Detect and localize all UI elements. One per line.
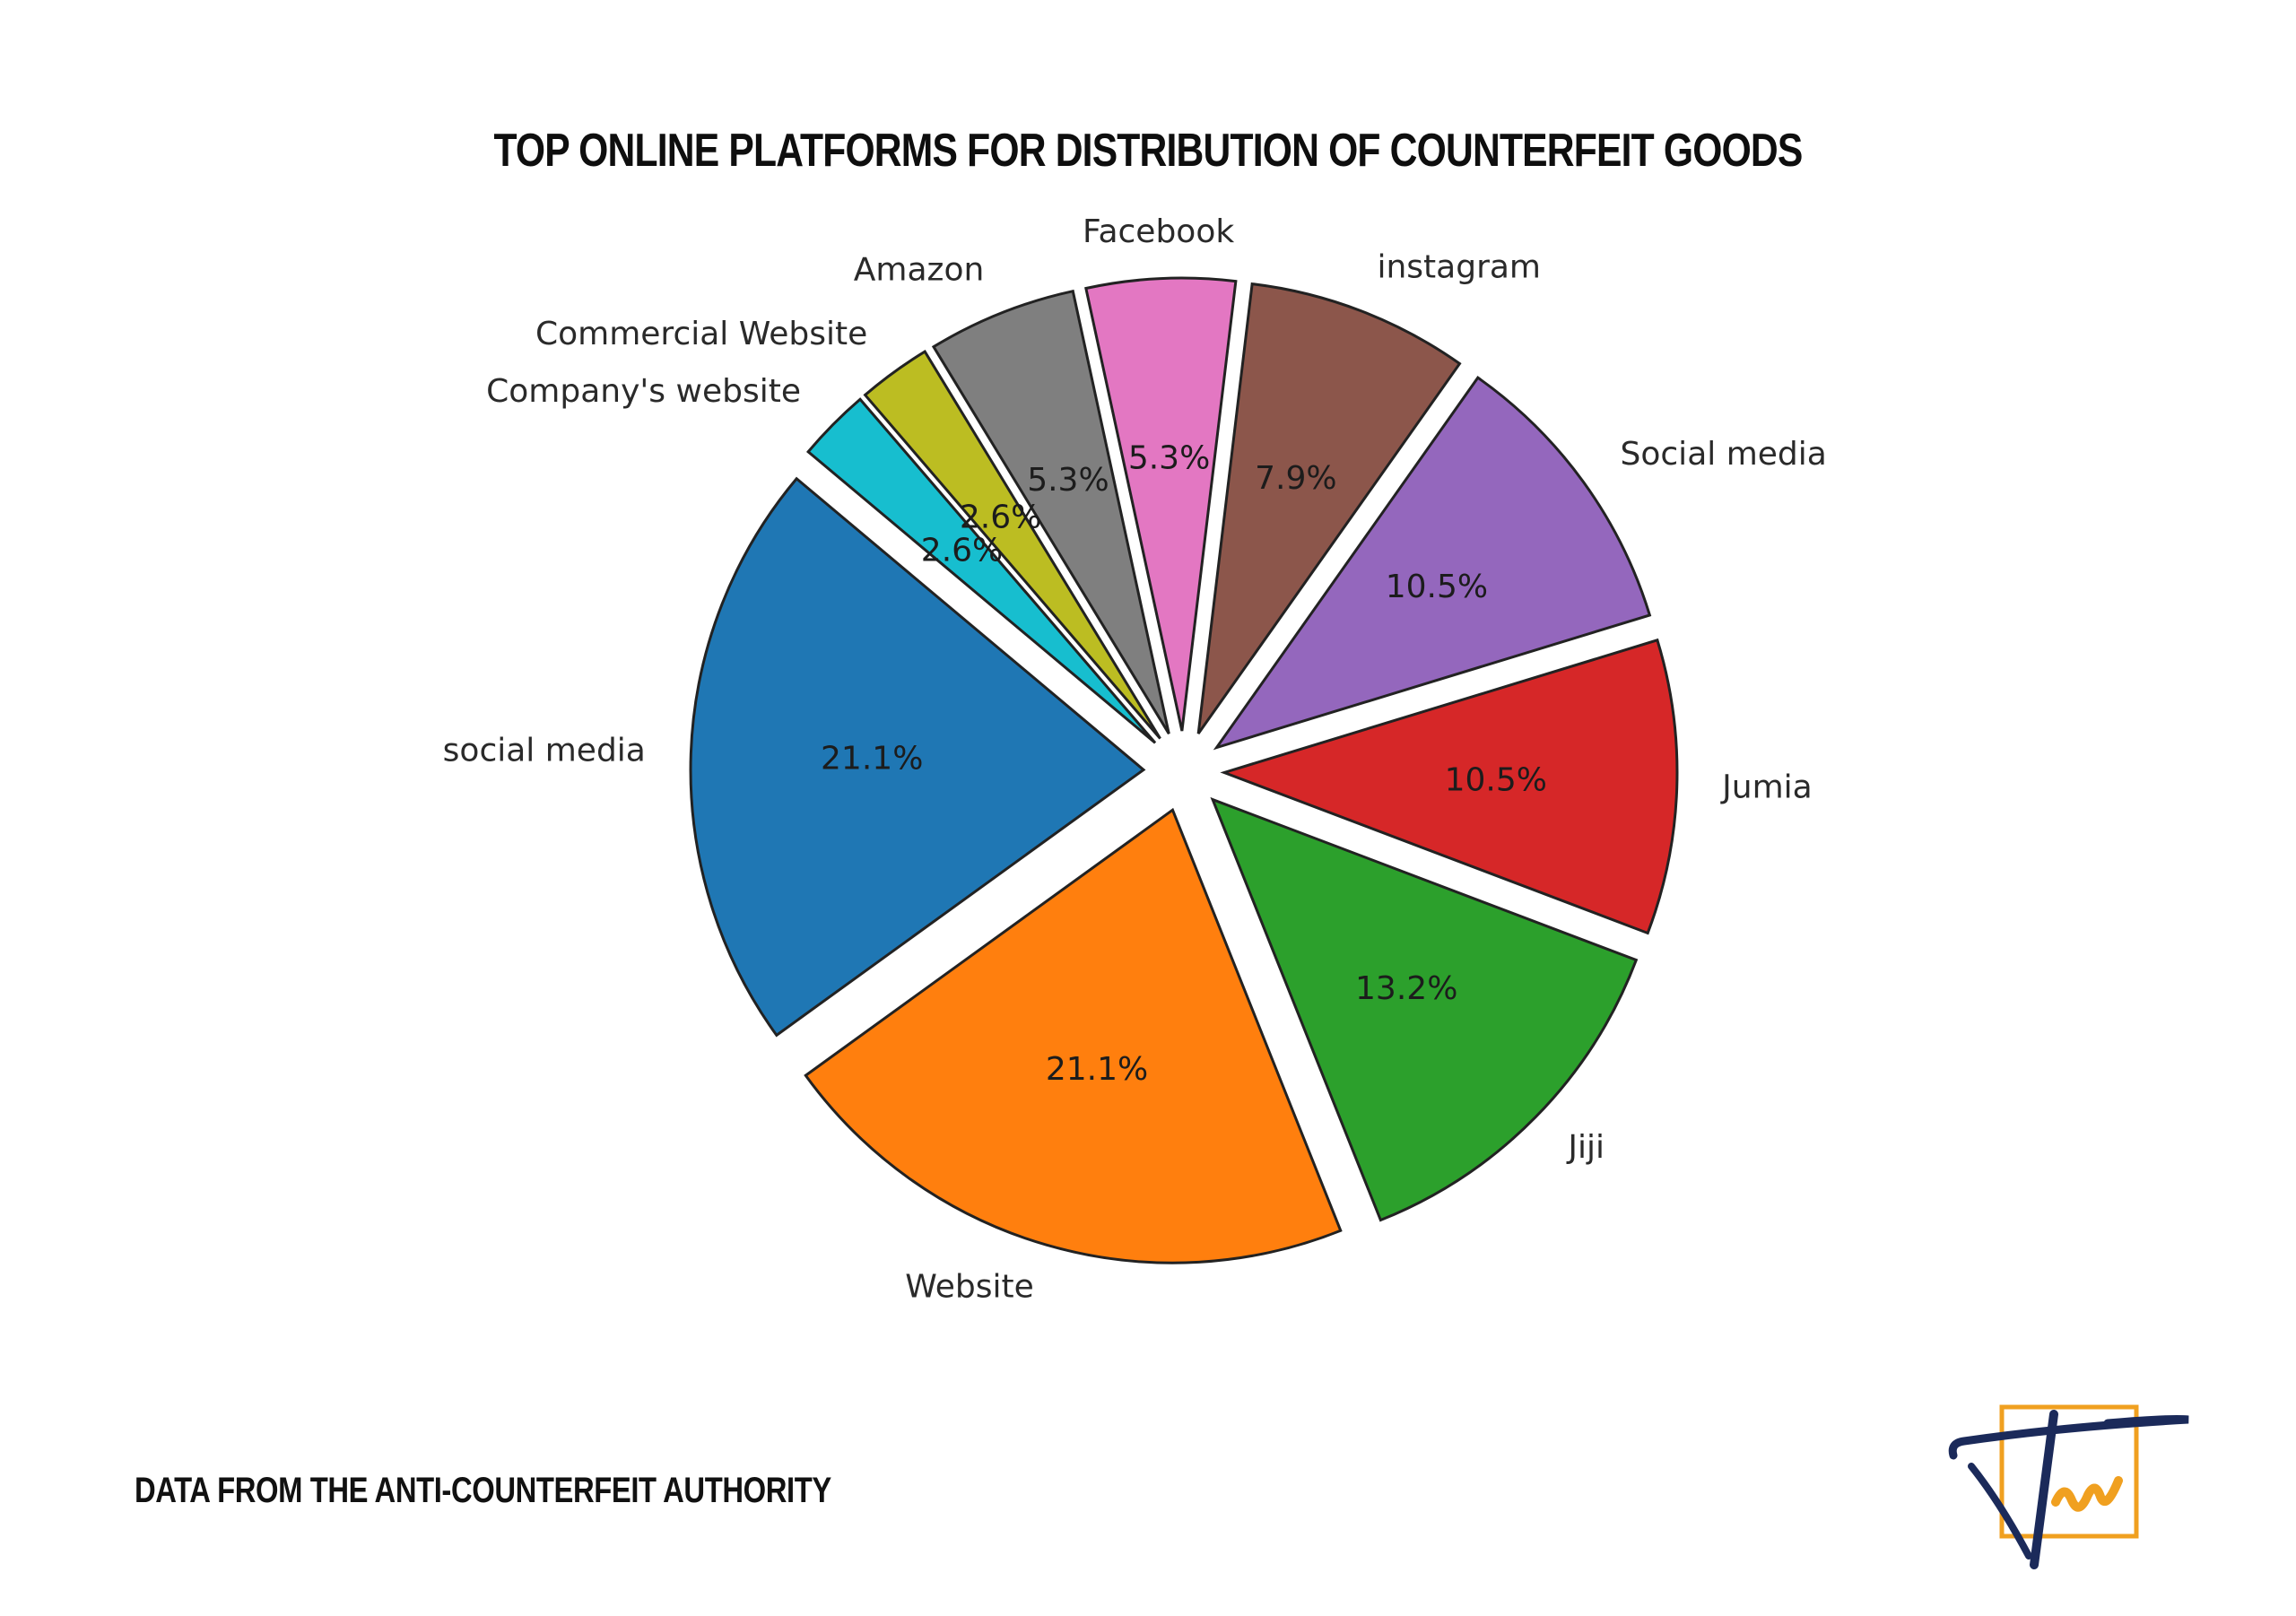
pie-value-label: 2.6% (960, 499, 1041, 535)
pie-value-label: 2.6% (921, 532, 1003, 569)
pie-slice-social-media (1213, 376, 1652, 751)
pie-slice-website (804, 807, 1343, 1264)
pie-slice-company-s-website (806, 397, 1157, 744)
brand-logo-icon (1948, 1404, 2189, 1569)
pie-slice-commercial-website (863, 350, 1161, 740)
pie-category-label: Website (905, 1269, 1034, 1306)
pie-slice-jiji (1210, 796, 1639, 1222)
pie-slice-instagram (1196, 282, 1462, 734)
pie-value-label: 7.9% (1255, 460, 1336, 497)
pie-slice-jumia (1220, 638, 1679, 935)
pie-value-label: 10.5% (1445, 761, 1547, 798)
pie-value-label: 5.3% (1128, 439, 1210, 476)
pie-category-label: Facebook (1083, 213, 1234, 250)
pie-category-label: Social media (1621, 436, 1827, 473)
pie-value-label: 21.1% (1046, 1051, 1148, 1088)
pie-slice-facebook (1084, 276, 1238, 732)
pie-value-label: 5.3% (1027, 462, 1109, 499)
pie-slice-amazon (931, 289, 1170, 734)
pie-value-label: 13.2% (1355, 970, 1457, 1007)
pie-slices (689, 276, 1679, 1264)
page-title: TOP ONLINE PLATFORMS FOR DISTRIBUTION OF… (493, 125, 1803, 177)
pie-value-label: 21.1% (821, 741, 923, 778)
pie-slice-social-media (689, 476, 1146, 1038)
pie-category-label: instagram (1377, 248, 1541, 285)
pie-category-label: Jiji (1566, 1129, 1605, 1166)
pie-labels: 21.1% social media 21.1% Website 13.2% Jiji 10… (443, 213, 1827, 1306)
pie-value-label: 10.5% (1386, 569, 1488, 605)
pie-category-label: Jumia (1720, 769, 1813, 806)
source-note: DATA FROM THE ANTI-COUNTERFEIT AUTHORITY (135, 1471, 831, 1510)
pie-category-label: Company's website (486, 373, 801, 410)
pie-category-label: Amazon (854, 251, 985, 288)
pie-category-label: Commercial Website (535, 316, 867, 352)
pie-category-label: social media (443, 732, 646, 769)
